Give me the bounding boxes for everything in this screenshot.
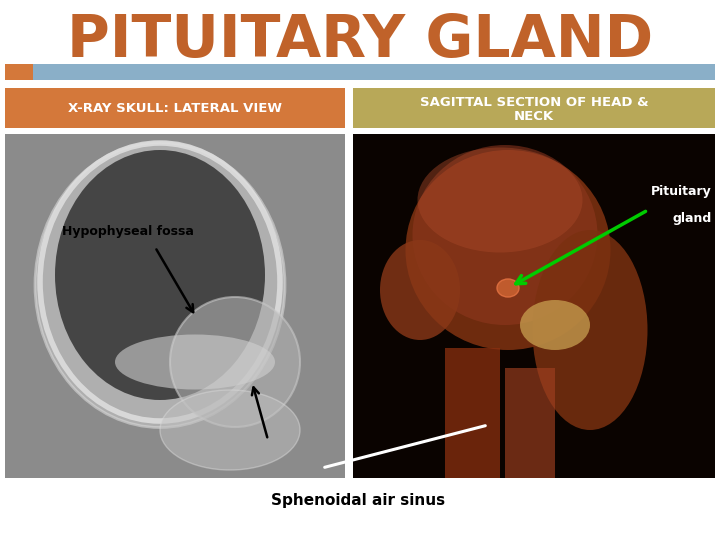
Bar — [5, 64, 33, 80]
Bar — [33, 64, 715, 80]
Text: Pituitary: Pituitary — [652, 185, 712, 198]
Ellipse shape — [35, 143, 285, 428]
Ellipse shape — [115, 334, 275, 389]
Ellipse shape — [380, 240, 460, 340]
Ellipse shape — [170, 297, 300, 427]
Text: NECK: NECK — [514, 110, 554, 123]
Bar — [5, 88, 345, 128]
Ellipse shape — [418, 147, 582, 253]
Ellipse shape — [405, 150, 611, 350]
Text: gland: gland — [672, 212, 712, 225]
Bar — [353, 88, 715, 128]
Text: PITUITARY GLAND: PITUITARY GLAND — [67, 11, 653, 69]
Text: X-RAY SKULL: LATERAL VIEW: X-RAY SKULL: LATERAL VIEW — [68, 102, 282, 114]
Bar — [353, 134, 715, 478]
Text: Sphenoidal air sinus: Sphenoidal air sinus — [271, 492, 445, 508]
Ellipse shape — [55, 150, 265, 400]
Text: SAGITTAL SECTION OF HEAD &: SAGITTAL SECTION OF HEAD & — [420, 97, 648, 110]
Bar — [445, 348, 500, 478]
Bar — [5, 134, 345, 478]
Bar — [5, 134, 345, 478]
Ellipse shape — [160, 390, 300, 470]
Ellipse shape — [520, 300, 590, 350]
Ellipse shape — [497, 279, 519, 297]
Ellipse shape — [533, 230, 647, 430]
Bar — [505, 368, 555, 478]
Ellipse shape — [413, 145, 598, 325]
Text: Hypophyseal fossa: Hypophyseal fossa — [62, 226, 194, 239]
